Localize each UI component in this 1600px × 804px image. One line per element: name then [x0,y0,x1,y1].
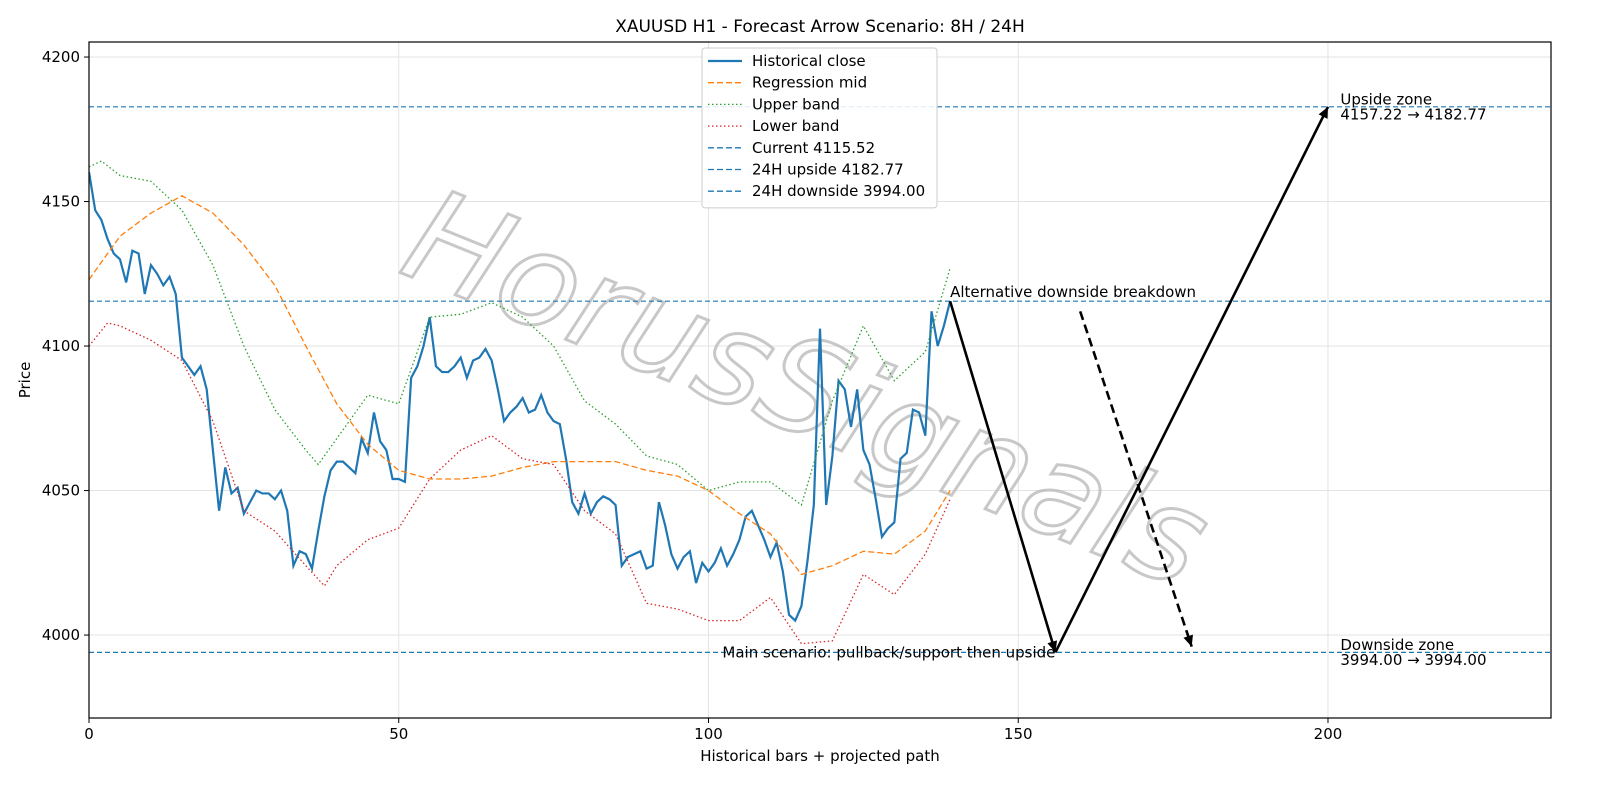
arrow-head [1183,634,1193,647]
chart-title: XAUUSD H1 - Forecast Arrow Scenario: 8H … [615,17,1025,37]
legend-label: Historical close [752,52,866,70]
x-tick-label: 100 [694,725,723,743]
y-tick-label: 4150 [42,193,80,211]
annotation: Downside zone [1340,636,1454,654]
x-tick-label: 0 [84,725,94,743]
arrow [1054,106,1330,653]
y-tick-label: 4200 [42,48,80,66]
arrow [948,300,1057,653]
y-tick-label: 4050 [42,482,80,500]
watermark: HorusSignals [385,159,1228,618]
legend-label: 24H downside 3994.00 [752,182,925,200]
x-axis-label: Historical bars + projected path [700,747,940,765]
series-line [89,160,951,507]
annotation: Main scenario: pullback/support then ups… [722,643,1055,661]
x-tick-label: 50 [389,725,408,743]
arrow [1078,310,1193,648]
annotation: Upside zone [1340,90,1432,108]
x-tick-label: 200 [1314,725,1343,743]
legend-label: Upper band [752,95,840,113]
arrow-head [1318,106,1328,119]
x-tick-label: 150 [1004,725,1033,743]
annotation: 4157.22 → 4182.77 [1340,105,1486,123]
legend-label: Lower band [752,117,839,135]
annotation: Alternative downside breakdown [950,283,1196,301]
legend-label: Regression mid [752,74,867,92]
arrow-head [1047,640,1058,653]
series-line [89,195,951,576]
annotation: 3994.00 → 3994.00 [1340,651,1486,669]
series-line [89,171,952,623]
legend-label: 24H upside 4182.77 [752,161,904,179]
legend-label: Current 4115.52 [752,139,875,157]
plot-frame [88,41,1552,719]
y-tick-label: 4100 [42,337,80,355]
legend: Historical close Regression mid Upper band… [701,47,938,209]
y-axis-label: Price [16,362,34,399]
legend-box [701,47,938,209]
y-tick-label: 4000 [42,626,80,644]
